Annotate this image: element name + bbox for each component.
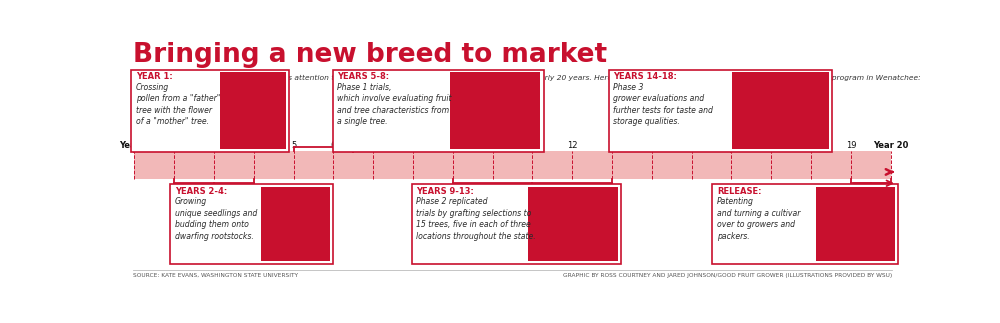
Text: GRAPHIC BY ROSS COURTNEY AND JARED JOHNSON/GOOD FRUIT GROWER (ILLUSTRATIONS PROV: GRAPHIC BY ROSS COURTNEY AND JARED JOHNS… (563, 273, 892, 277)
Text: YEAR 1:: YEAR 1: (136, 72, 173, 81)
Text: YEARS 9-13:: YEARS 9-13: (416, 187, 474, 196)
Text: SOURCE: KATE EVANS, WASHINGTON STATE UNIVERSITY: SOURCE: KATE EVANS, WASHINGTON STATE UNI… (133, 273, 298, 277)
Text: Phase 1 trials,
which involve evaluating fruit
and tree characteristics from
a s: Phase 1 trials, which involve evaluating… (337, 83, 452, 126)
Text: 14: 14 (647, 141, 657, 150)
Text: Phase 3
grower evaluations and
further tests for taste and
storage qualities.: Phase 3 grower evaluations and further t… (613, 83, 713, 126)
FancyBboxPatch shape (134, 151, 891, 179)
FancyBboxPatch shape (412, 184, 621, 264)
Text: 13: 13 (607, 141, 617, 150)
Text: 8: 8 (410, 141, 416, 150)
FancyBboxPatch shape (712, 184, 898, 264)
Text: Crossing
pollen from a "father"
tree with the flower
of a "mother" tree.: Crossing pollen from a "father" tree wit… (136, 83, 220, 126)
FancyBboxPatch shape (220, 72, 286, 150)
Text: Breeding a new apple requires meticulous attention to detail to track hundreds o: Breeding a new apple requires meticulous… (133, 75, 920, 81)
FancyBboxPatch shape (131, 70, 289, 152)
Text: Phase 2 replicated
trials by grafting selections to
15 trees, five in each of th: Phase 2 replicated trials by grafting se… (416, 197, 536, 241)
FancyBboxPatch shape (816, 187, 895, 261)
Text: 16: 16 (726, 141, 737, 150)
Text: 5: 5 (291, 141, 296, 150)
Text: Growing
unique seedlings and
budding them onto
dwarfing rootstocks.: Growing unique seedlings and budding the… (175, 197, 257, 241)
Text: 18: 18 (806, 141, 816, 150)
Text: Year 1: Year 1 (119, 141, 149, 150)
FancyBboxPatch shape (609, 70, 832, 152)
Text: Bringing a new breed to market: Bringing a new breed to market (133, 43, 607, 68)
Text: 19: 19 (846, 141, 856, 150)
Text: 3: 3 (211, 141, 217, 150)
Text: 17: 17 (766, 141, 777, 150)
Text: YEARS 5-8:: YEARS 5-8: (337, 72, 389, 81)
FancyBboxPatch shape (170, 184, 333, 264)
Text: YEARS 14-18:: YEARS 14-18: (613, 72, 677, 81)
Text: 2: 2 (171, 141, 177, 150)
FancyBboxPatch shape (732, 72, 829, 150)
FancyBboxPatch shape (528, 187, 618, 261)
Text: YEARS 2-4:: YEARS 2-4: (175, 187, 227, 196)
FancyBboxPatch shape (333, 70, 544, 152)
Text: 12: 12 (567, 141, 577, 150)
Text: 15: 15 (686, 141, 697, 150)
Text: 7: 7 (370, 141, 376, 150)
Text: 10: 10 (487, 141, 498, 150)
FancyBboxPatch shape (261, 187, 330, 261)
Text: 11: 11 (527, 141, 538, 150)
Text: 9: 9 (450, 141, 455, 150)
Text: Year 20: Year 20 (873, 141, 908, 150)
Text: RELEASE:: RELEASE: (717, 187, 762, 196)
Text: 4: 4 (251, 141, 256, 150)
Text: 6: 6 (331, 141, 336, 150)
FancyBboxPatch shape (450, 72, 540, 150)
Text: Patenting
and turning a cultivar
over to growers and
packers.: Patenting and turning a cultivar over to… (717, 197, 800, 241)
